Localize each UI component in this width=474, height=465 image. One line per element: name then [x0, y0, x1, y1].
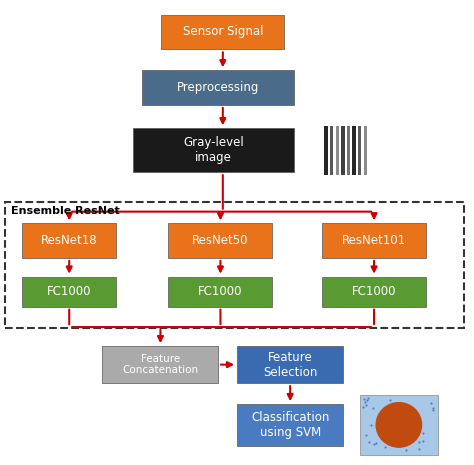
FancyBboxPatch shape	[322, 277, 426, 307]
Text: FC1000: FC1000	[47, 285, 91, 298]
Text: Ensemble ResNet: Ensemble ResNet	[11, 206, 120, 216]
FancyBboxPatch shape	[322, 223, 426, 258]
Circle shape	[376, 403, 421, 447]
Text: Feature
Selection: Feature Selection	[263, 351, 318, 379]
FancyBboxPatch shape	[22, 223, 117, 258]
FancyBboxPatch shape	[161, 14, 284, 49]
Text: Feature
Concatenation: Feature Concatenation	[122, 354, 198, 375]
FancyBboxPatch shape	[168, 223, 273, 258]
FancyBboxPatch shape	[102, 346, 218, 383]
Bar	[364, 126, 367, 174]
FancyBboxPatch shape	[22, 277, 117, 307]
FancyBboxPatch shape	[237, 404, 343, 446]
Text: ResNet101: ResNet101	[342, 234, 406, 247]
Bar	[341, 126, 345, 174]
Bar	[347, 126, 350, 174]
Bar	[358, 126, 362, 174]
Text: Classification
using SVM: Classification using SVM	[251, 411, 329, 439]
FancyBboxPatch shape	[360, 395, 438, 455]
FancyBboxPatch shape	[168, 277, 273, 307]
Text: ResNet50: ResNet50	[192, 234, 249, 247]
FancyBboxPatch shape	[143, 70, 294, 105]
Bar	[336, 126, 339, 174]
Text: Preprocessing: Preprocessing	[177, 81, 259, 94]
FancyBboxPatch shape	[237, 346, 343, 383]
Text: FC1000: FC1000	[198, 285, 243, 298]
Bar	[330, 126, 333, 174]
FancyBboxPatch shape	[133, 128, 294, 172]
Bar	[324, 126, 369, 174]
Bar	[353, 126, 356, 174]
Text: Sensor Signal: Sensor Signal	[182, 26, 263, 39]
Text: FC1000: FC1000	[352, 285, 396, 298]
Text: ResNet18: ResNet18	[41, 234, 98, 247]
Bar	[324, 126, 328, 174]
Text: Gray-level
image: Gray-level image	[183, 136, 244, 164]
